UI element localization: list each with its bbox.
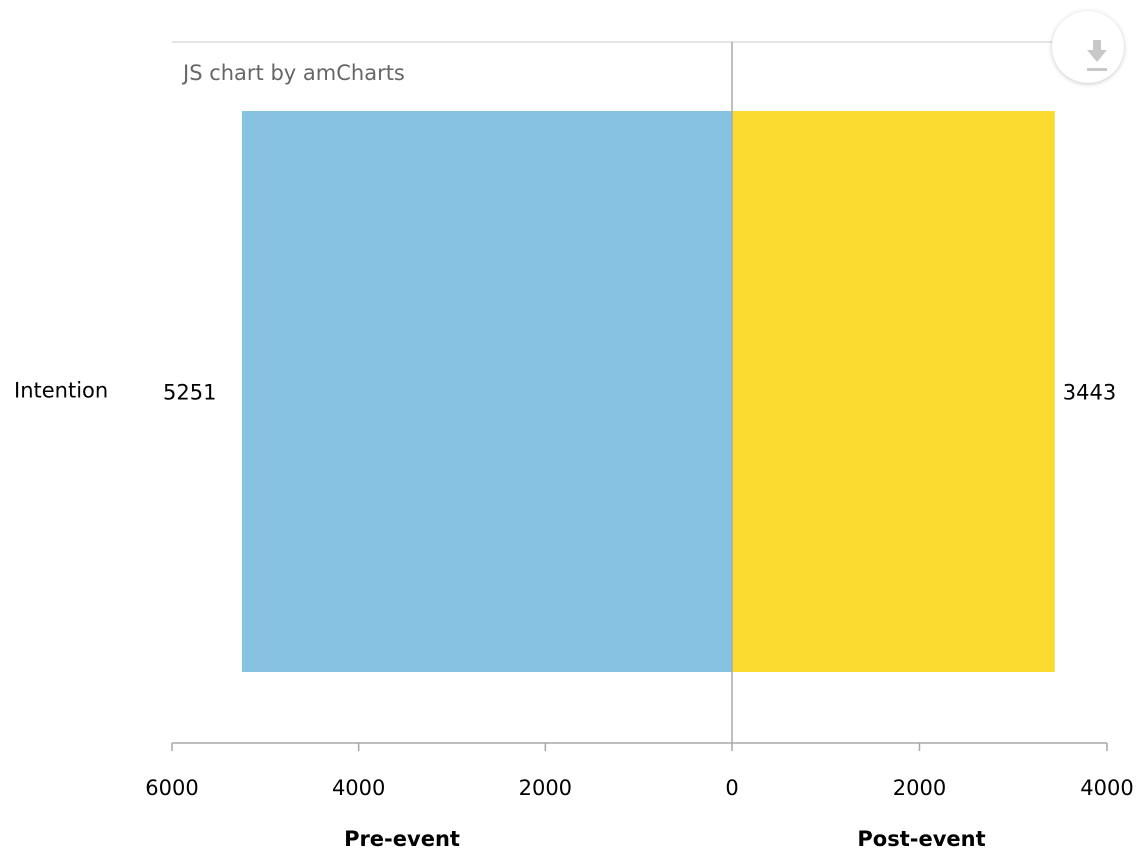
x-tick-label: 4000 <box>332 776 385 800</box>
x-tick-label: 6000 <box>145 776 198 800</box>
value-label-pre: 5251 <box>163 381 216 405</box>
bar-pre-event[interactable] <box>241 111 732 672</box>
x-tick-label: 0 <box>725 776 738 800</box>
pre-axis-title: Pre-event <box>344 827 460 851</box>
download-icon <box>1087 40 1107 71</box>
x-tick-label: 4000 <box>1080 776 1133 800</box>
value-label-post: 3443 <box>1063 381 1116 405</box>
credit-text: JS chart by amCharts <box>181 61 405 85</box>
bar-post-event[interactable] <box>732 111 1055 672</box>
category-label: Intention <box>14 379 108 403</box>
x-tick-label: 2000 <box>519 776 572 800</box>
x-tick-label: 2000 <box>893 776 946 800</box>
post-axis-title: Post-event <box>857 827 985 851</box>
export-button[interactable] <box>1052 11 1124 83</box>
